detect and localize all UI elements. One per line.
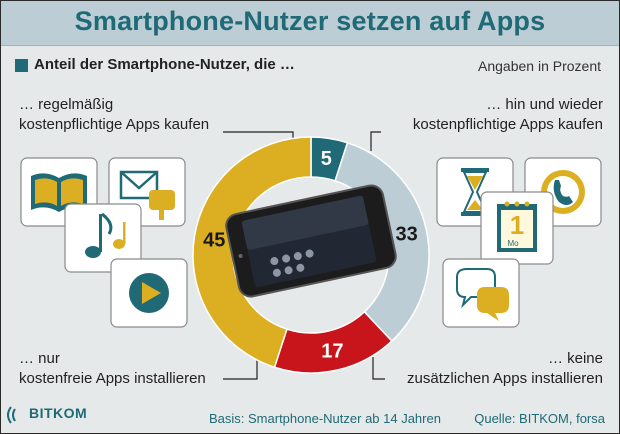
tile-play	[110, 258, 188, 328]
mail-icon	[119, 170, 175, 220]
music-note-icon	[85, 212, 126, 258]
donut-value-label-1: 33	[396, 224, 418, 246]
page-title: Smartphone-Nutzer setzen auf Apps	[74, 6, 546, 36]
label-top-left: … regelmäßig kostenpflichtige Apps kaufe…	[19, 95, 209, 135]
chart-subtitle: Anteil der Smartphone-Nutzer, die …	[34, 56, 295, 73]
title-bar	[1, 1, 619, 46]
donut-value-label-3: 45	[203, 230, 225, 252]
bitkom-logo: BITKOM	[29, 405, 88, 421]
label-top-right-line1: … hin und wieder	[486, 96, 603, 113]
label-bottom-left-line2: kostenfreie Apps installieren	[19, 370, 206, 387]
label-top-right-line2: kostenpflichtige Apps kaufen	[412, 116, 603, 133]
bitkom-logo-icon	[7, 406, 16, 424]
leader-bottom-right	[372, 357, 385, 380]
label-bottom-right: … keine zusätzlichen Apps installieren	[407, 349, 603, 389]
label-bottom-left-line1: … nur	[19, 350, 60, 367]
basis-note: Basis: Smartphone-Nutzer ab 14 Jahren	[209, 411, 441, 426]
donut-value-label-2: 17	[321, 341, 343, 363]
label-top-left-line1: … regelmäßig	[19, 96, 114, 113]
tile-chat	[442, 258, 520, 328]
label-bottom-right-line1: … keine	[547, 350, 603, 367]
tile-calendar: 1 Mo	[480, 191, 554, 265]
smartphone-image	[225, 184, 397, 298]
play-icon	[129, 273, 169, 313]
calendar-weekday: Mo	[507, 239, 519, 248]
book-icon	[31, 173, 87, 212]
calendar-day: 1	[510, 210, 524, 240]
label-top-right: … hin und wieder kostenpflichtige Apps k…	[413, 95, 603, 135]
legend-marker	[15, 59, 28, 72]
label-top-left-line2: kostenpflichtige Apps kaufen	[19, 116, 210, 133]
chat-bubbles-icon	[456, 268, 509, 321]
leader-top-right	[370, 131, 381, 151]
calendar-icon: 1 Mo	[497, 201, 537, 252]
label-bottom-right-line2: zusätzlichen Apps installieren	[407, 370, 603, 387]
source-note: Quelle: BITKOM, forsa	[474, 411, 605, 426]
tile-music	[64, 203, 142, 273]
leader-bottom-left	[223, 357, 258, 380]
donut-value-label-0: 5	[321, 148, 332, 170]
units-label: Angaben in Prozent	[478, 58, 601, 74]
label-bottom-left: … nur kostenfreie Apps installieren	[19, 349, 206, 389]
